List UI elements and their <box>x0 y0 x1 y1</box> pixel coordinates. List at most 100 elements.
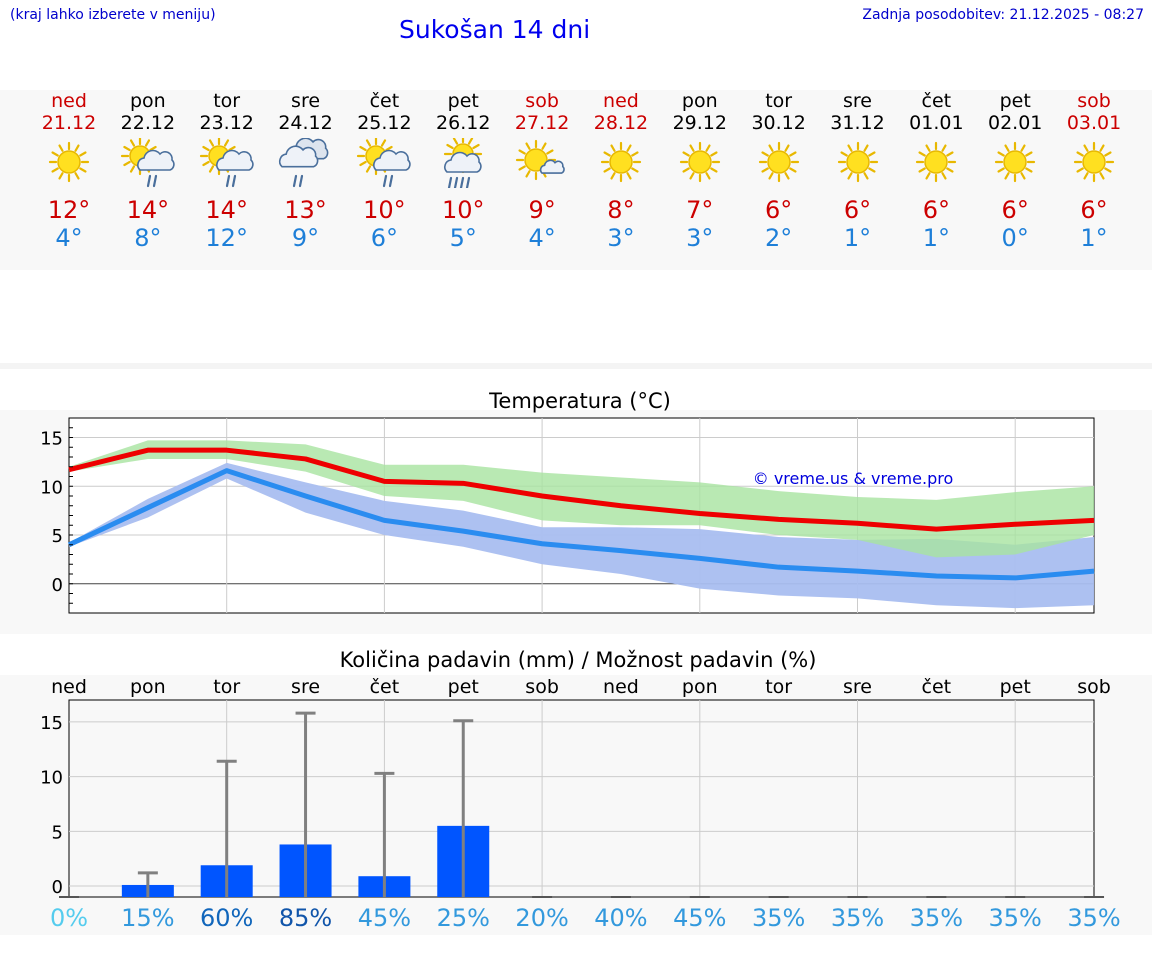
precipitation-y-tick: 10 <box>40 768 63 789</box>
precipitation-day-label: tor <box>765 676 792 698</box>
day-date: 28.12 <box>593 112 649 134</box>
temp-min: 3° <box>686 224 714 252</box>
sun-icon <box>600 141 642 183</box>
temp-min: 9° <box>291 224 320 252</box>
temp-max: 6° <box>1080 196 1108 224</box>
sun-cloud-heavy-rain-icon <box>444 138 483 188</box>
precipitation-day-label: sob <box>525 676 559 698</box>
temp-max: 10° <box>441 196 485 224</box>
precipitation-probability: 40% <box>594 904 647 932</box>
watermark: © vreme.us & vreme.pro <box>753 469 954 488</box>
day-column: sre 31.12 6° 1° <box>818 90 898 252</box>
precipitation-probability: 35% <box>1067 904 1120 932</box>
precipitation-day-label: pet <box>448 676 479 698</box>
temperature-y-tick: 10 <box>40 477 63 498</box>
temp-max: 9° <box>528 196 556 224</box>
sun-small-cloud-icon <box>515 139 565 181</box>
day-column: sob 03.01 6° 1° <box>1054 90 1134 252</box>
temp-max: 8° <box>607 196 635 224</box>
temp-min: 8° <box>134 224 162 252</box>
precipitation-bar <box>358 876 411 897</box>
precipitation-day-label: ned <box>603 676 639 698</box>
precipitation-day-label: sre <box>843 676 872 698</box>
precipitation-chart-title: Količina padavin (mm) / Možnost padavin … <box>340 648 817 672</box>
section-divider <box>0 363 1152 369</box>
temp-min: 4° <box>528 224 556 252</box>
precipitation-probability: 35% <box>989 904 1042 932</box>
day-column: ned 21.12 12° 4° <box>29 90 109 252</box>
forecast-strip <box>0 90 1152 270</box>
temp-max: 14° <box>126 196 170 224</box>
temperature-chart-title: Temperatura (°C) <box>488 389 671 413</box>
precipitation-probability: 60% <box>200 904 253 932</box>
temp-min: 6° <box>370 224 399 252</box>
day-date: 02.01 <box>987 112 1043 134</box>
day-date: 01.01 <box>909 112 964 134</box>
sun-cloud-rain-icon <box>120 138 175 188</box>
day-date: 26.12 <box>436 112 491 134</box>
temp-max: 12° <box>47 196 91 224</box>
day-name: ned <box>603 90 639 112</box>
day-name: čet <box>921 90 952 112</box>
day-column: tor 23.12 14° 12° <box>187 90 267 252</box>
day-name: pon <box>681 90 718 112</box>
precipitation-day-label: pon <box>682 676 718 698</box>
precipitation-probability: 15% <box>121 904 174 932</box>
sun-icon <box>837 141 878 183</box>
temperature-max-line <box>68 447 1095 532</box>
temperature-y-tick: 0 <box>52 575 63 596</box>
precipitation-probability: 20% <box>515 904 568 932</box>
sun-icon <box>48 141 90 183</box>
temp-min: 1° <box>1080 224 1108 252</box>
day-name: pet <box>447 90 479 112</box>
day-date: 27.12 <box>514 112 570 134</box>
precipitation-bar <box>200 865 253 897</box>
temp-min: 2° <box>765 224 793 252</box>
sun-cloud-rain-icon <box>199 138 254 188</box>
day-name: sre <box>291 90 321 112</box>
temp-min: 1° <box>922 224 950 252</box>
page-title: Sukošan 14 dni <box>399 15 591 44</box>
precipitation-day-label: sob <box>1077 676 1111 698</box>
precipitation-bar <box>437 825 490 897</box>
precipitation-day-label: čet <box>922 676 952 698</box>
temperature-chart: Temperatura (°C) 0 5 10 15 © vreme.us & vre… <box>40 389 1095 614</box>
temp-max: 10° <box>363 196 406 224</box>
day-date: 22.12 <box>120 112 176 134</box>
precipitation-probability: 85% <box>279 904 332 932</box>
precipitation-probability: 35% <box>831 904 884 932</box>
precipitation-probability: 45% <box>673 904 726 932</box>
temperature-y-tick: 5 <box>52 526 63 547</box>
day-name: čet <box>369 90 400 112</box>
temp-min: 1° <box>843 224 872 252</box>
temp-max: 6° <box>843 196 872 224</box>
day-date: 31.12 <box>830 112 885 134</box>
precipitation-y-tick: 15 <box>40 713 63 734</box>
day-column: pon 29.12 7° 3° <box>660 90 740 252</box>
day-column: čet 25.12 10° 6° <box>344 90 424 252</box>
sun-cloud-rain-icon <box>357 138 412 188</box>
temp-max: 14° <box>205 196 248 224</box>
temp-max: 13° <box>284 196 327 224</box>
precipitation-day-label: tor <box>213 676 240 698</box>
precipitation-day-label: čet <box>370 676 400 698</box>
day-date: 23.12 <box>199 112 254 134</box>
day-column: tor 30.12 6° 2° <box>739 90 819 252</box>
day-date: 21.12 <box>41 112 97 134</box>
temp-min: 0° <box>1001 224 1029 252</box>
precipitation-bar <box>121 884 174 897</box>
temperature-min-line <box>67 468 1095 581</box>
day-column: pet 26.12 10° 5° <box>423 90 503 252</box>
temp-max: 7° <box>686 196 714 224</box>
temperature-y-tick: 15 <box>40 429 63 450</box>
day-column: sob 27.12 9° 4° <box>502 90 582 252</box>
precipitation-day-label: pon <box>130 676 166 698</box>
sun-icon <box>995 141 1036 183</box>
last-update: Zadnja posodobitev: 21.12.2025 - 08:27 <box>862 7 1144 23</box>
day-column: čet 01.01 6° 1° <box>896 90 976 252</box>
precipitation-y-tick: 5 <box>52 822 63 843</box>
day-name: sre <box>843 90 872 112</box>
precipitation-plot-area <box>68 699 1095 898</box>
day-date: 25.12 <box>357 112 412 134</box>
location-hint[interactable]: (kraj lahko izberete v meniju) <box>10 7 216 23</box>
